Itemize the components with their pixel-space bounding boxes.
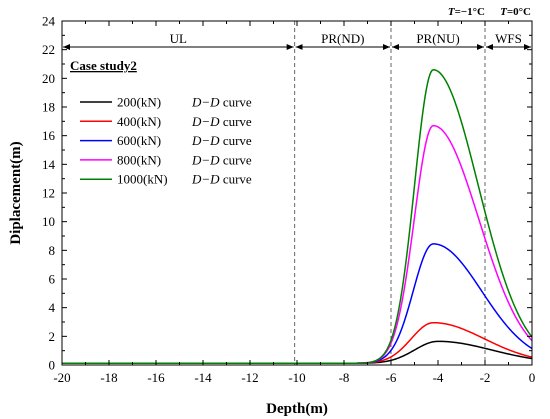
- legend-series-suffix: D−D curve: [191, 114, 252, 129]
- x-tick-label: -10: [288, 370, 305, 385]
- y-tick-label: 6: [49, 272, 56, 287]
- x-tick-label: -14: [194, 370, 212, 385]
- zone-boundaries: [294, 21, 486, 365]
- y-tick-label: 4: [49, 300, 56, 315]
- x-axis-title: Depth(m): [266, 401, 328, 417]
- legend-series-suffix: D−D curve: [191, 133, 252, 148]
- y-tick-label: 8: [49, 243, 56, 258]
- x-tick-label: -6: [386, 370, 397, 385]
- zone-annotations: UL PR(ND) PR(NU) WFS: [63, 31, 531, 50]
- y-tick-label: 14: [42, 157, 56, 172]
- x-tick-label: -16: [147, 370, 165, 385]
- zone-label: PR(NU): [416, 31, 459, 46]
- y-tick-label: 24: [42, 14, 56, 29]
- temperature-label: T=−1°C: [448, 6, 485, 18]
- zone-label: WFS: [495, 31, 522, 46]
- y-tick-label: 22: [42, 42, 55, 57]
- x-tick-label: -20: [53, 370, 70, 385]
- legend-series-suffix: D−D curve: [191, 152, 252, 167]
- legend-series-name: 1000(kN): [117, 172, 168, 187]
- zone-label: PR(ND): [321, 31, 364, 46]
- x-axis-ticks: -20 -18 -16 -14 -12 -10 -8 -6 -4 -2 0: [53, 21, 535, 385]
- series-line: [62, 340, 533, 365]
- x-tick-label: -12: [241, 370, 258, 385]
- case-study-label: Case study2: [70, 58, 137, 73]
- x-tick-label: -4: [433, 370, 444, 385]
- legend: 200(kN) D−D curve 400(kN) D−D curve 600(kN) D…: [80, 95, 252, 187]
- y-tick-label: 16: [42, 128, 56, 143]
- legend-series-name: 200(kN): [117, 95, 161, 110]
- temperature-labels: T=−1°C T=0°C: [448, 6, 531, 18]
- x-tick-label: 0: [529, 370, 536, 385]
- y-tick-label: 10: [42, 214, 55, 229]
- temperature-label: T=0°C: [500, 6, 531, 18]
- zone-label: UL: [170, 31, 187, 46]
- legend-series-suffix: D−D curve: [191, 172, 252, 187]
- x-tick-label: -18: [100, 370, 117, 385]
- x-tick-label: -8: [339, 370, 350, 385]
- y-axis-title: Diplacement(m): [8, 141, 24, 244]
- y-tick-label: 18: [42, 100, 55, 115]
- legend-series-name: 600(kN): [117, 133, 161, 148]
- y-tick-label: 0: [49, 358, 56, 373]
- y-tick-label: 2: [49, 329, 56, 344]
- legend-series-suffix: D−D curve: [191, 95, 252, 110]
- y-tick-label: 20: [42, 71, 55, 86]
- legend-series-name: 800(kN): [117, 152, 161, 167]
- y-tick-label: 12: [42, 186, 55, 201]
- series-line: [62, 243, 533, 365]
- legend-series-name: 400(kN): [117, 114, 161, 129]
- x-tick-label: -2: [480, 370, 491, 385]
